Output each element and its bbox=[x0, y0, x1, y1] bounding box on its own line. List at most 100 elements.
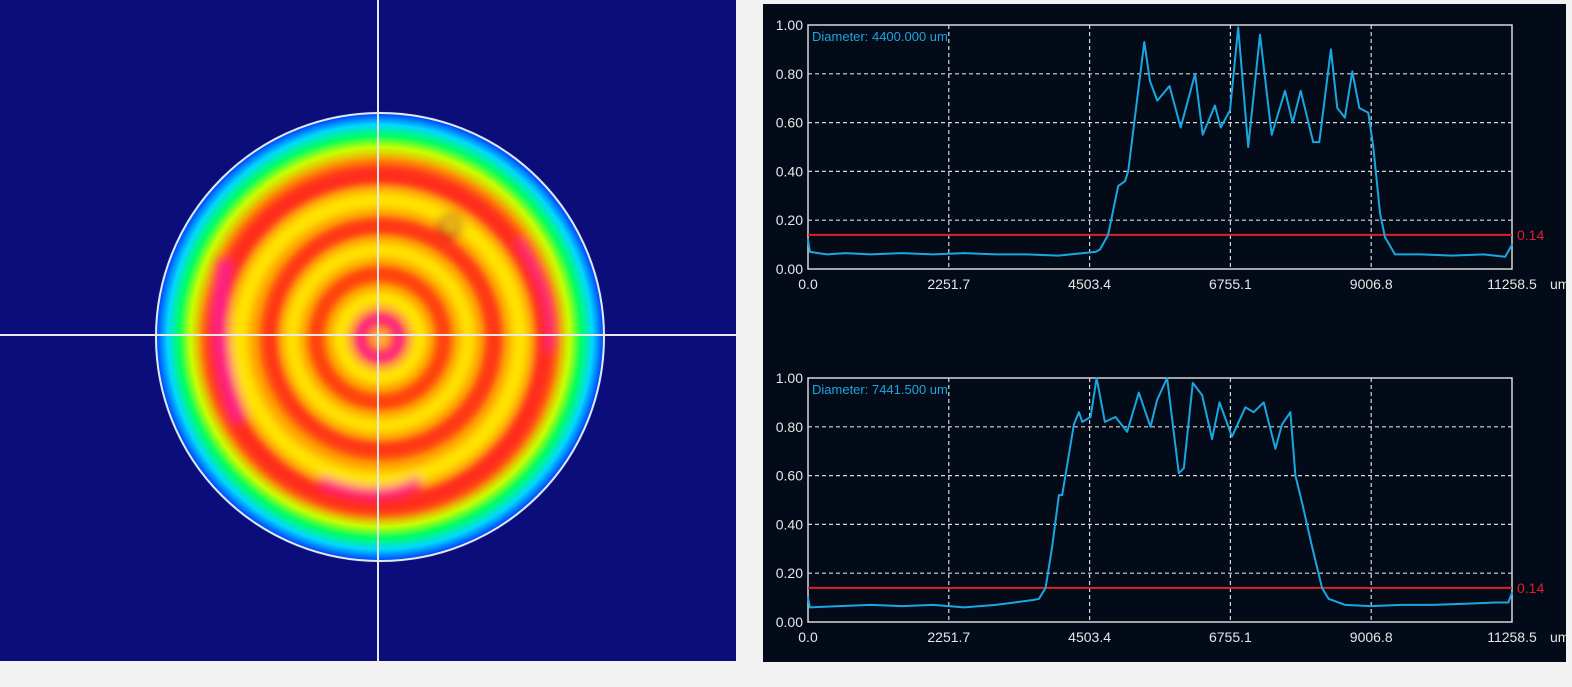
data-point bbox=[1231, 435, 1233, 438]
data-point bbox=[1178, 472, 1180, 474]
data-point bbox=[1095, 377, 1098, 379]
data-point bbox=[1384, 236, 1386, 239]
data-point bbox=[1214, 104, 1216, 107]
data-point bbox=[838, 605, 841, 607]
data-point bbox=[1463, 602, 1466, 605]
data-point bbox=[1201, 134, 1204, 136]
data-point bbox=[1327, 598, 1330, 600]
data-point bbox=[1358, 107, 1361, 109]
horizontal-profile-chart: 0.00 0.20 0.40 0.60 0.80 1.00 0.0 2251.7 4503.4 6… bbox=[776, 17, 1566, 292]
data-point bbox=[1259, 33, 1261, 36]
data-point bbox=[1252, 411, 1255, 413]
data-point bbox=[1451, 254, 1453, 257]
data-point bbox=[1294, 474, 1297, 477]
data-point bbox=[1312, 141, 1315, 143]
data-point bbox=[1321, 587, 1323, 589]
profile-panel: 0.00 0.20 0.40 0.60 0.80 1.00 0.0 2251.7 4503.4 6… bbox=[763, 4, 1566, 662]
data-point bbox=[1099, 248, 1101, 251]
data-point bbox=[1218, 401, 1221, 404]
data-point bbox=[1284, 90, 1286, 92]
y-tick-label: 0.80 bbox=[776, 66, 803, 82]
data-point bbox=[1372, 146, 1375, 148]
data-point bbox=[1237, 26, 1240, 29]
y-tick-label: 0.80 bbox=[776, 419, 803, 435]
x-tick-label: 9006.8 bbox=[1350, 629, 1393, 645]
data-point bbox=[1057, 254, 1059, 257]
data-point bbox=[807, 596, 809, 599]
data-point bbox=[1156, 399, 1158, 401]
x-tick-label: 6755.1 bbox=[1209, 276, 1252, 292]
data-point bbox=[1379, 212, 1381, 214]
data-point bbox=[1032, 599, 1034, 601]
y-tick-label: 0.60 bbox=[776, 115, 803, 131]
data-point bbox=[1291, 121, 1294, 124]
data-point bbox=[1026, 253, 1028, 256]
data-point bbox=[1270, 134, 1273, 136]
x-tick-label: 0.0 bbox=[798, 629, 818, 645]
vertical-profile-chart: 0.00 0.20 0.40 0.60 0.80 1.00 0.0 2251.7 4503.4 6… bbox=[776, 370, 1566, 645]
data-point bbox=[1143, 41, 1146, 43]
data-point bbox=[1179, 126, 1182, 129]
data-point bbox=[1073, 423, 1075, 426]
data-point bbox=[1369, 605, 1372, 607]
beam-rings bbox=[204, 164, 556, 516]
data-point bbox=[1281, 423, 1283, 426]
data-point bbox=[1168, 85, 1171, 87]
data-point bbox=[994, 604, 997, 606]
data-point bbox=[1058, 494, 1060, 496]
data-point bbox=[1183, 467, 1185, 470]
profile-trace bbox=[807, 26, 1513, 258]
data-point bbox=[1247, 146, 1250, 148]
data-point bbox=[844, 252, 847, 254]
data-point bbox=[1401, 604, 1403, 606]
data-point bbox=[900, 252, 903, 254]
x-tick-label: 4503.4 bbox=[1068, 629, 1111, 645]
data-point bbox=[1082, 252, 1084, 254]
threshold-label: 0.14 bbox=[1517, 227, 1544, 243]
data-point bbox=[1156, 99, 1159, 102]
data-point bbox=[1201, 394, 1203, 396]
data-point bbox=[1114, 416, 1117, 418]
x-tick-label: 11258.5 bbox=[1487, 629, 1537, 645]
data-point bbox=[1504, 256, 1507, 258]
x-tick-label: 11258.5 bbox=[1487, 276, 1537, 292]
y-tick-label: 0.20 bbox=[776, 565, 803, 581]
threshold-label: 0.14 bbox=[1517, 580, 1544, 596]
data-point bbox=[900, 605, 903, 607]
data-point bbox=[1127, 170, 1129, 173]
diameter-annotation: Diameter: 4400.000 um bbox=[812, 29, 948, 44]
aperture-circle bbox=[155, 112, 605, 562]
data-point bbox=[1344, 604, 1347, 606]
y-tick-label: 1.00 bbox=[776, 17, 803, 33]
data-point bbox=[1094, 251, 1097, 253]
x-tick-label: 2251.7 bbox=[927, 276, 970, 292]
data-point bbox=[1318, 141, 1321, 143]
data-point bbox=[809, 606, 811, 609]
data-point bbox=[869, 604, 872, 606]
data-point bbox=[1336, 107, 1339, 109]
x-unit-label: um bbox=[1550, 276, 1566, 292]
data-point bbox=[1289, 411, 1292, 413]
data-point bbox=[1432, 604, 1435, 606]
data-point bbox=[869, 253, 872, 256]
data-point bbox=[1344, 116, 1346, 119]
data-point bbox=[1166, 377, 1168, 379]
data-point bbox=[1482, 253, 1485, 256]
data-point bbox=[1299, 90, 1302, 92]
data-point bbox=[1194, 73, 1196, 75]
data-point bbox=[1301, 501, 1303, 504]
data-point bbox=[1330, 48, 1332, 51]
data-point bbox=[1044, 587, 1047, 589]
data-point bbox=[1081, 421, 1084, 423]
data-point bbox=[1367, 112, 1370, 114]
data-point bbox=[1311, 545, 1313, 548]
data-point bbox=[1013, 601, 1016, 604]
data-point bbox=[963, 252, 966, 254]
data-point bbox=[1229, 109, 1231, 112]
data-point bbox=[825, 253, 828, 256]
y-tick-label: 0.00 bbox=[776, 614, 803, 630]
data-point bbox=[1419, 253, 1422, 256]
y-tick-label: 0.60 bbox=[776, 468, 803, 484]
data-point bbox=[1507, 601, 1510, 604]
x-tick-label: 0.0 bbox=[798, 276, 818, 292]
